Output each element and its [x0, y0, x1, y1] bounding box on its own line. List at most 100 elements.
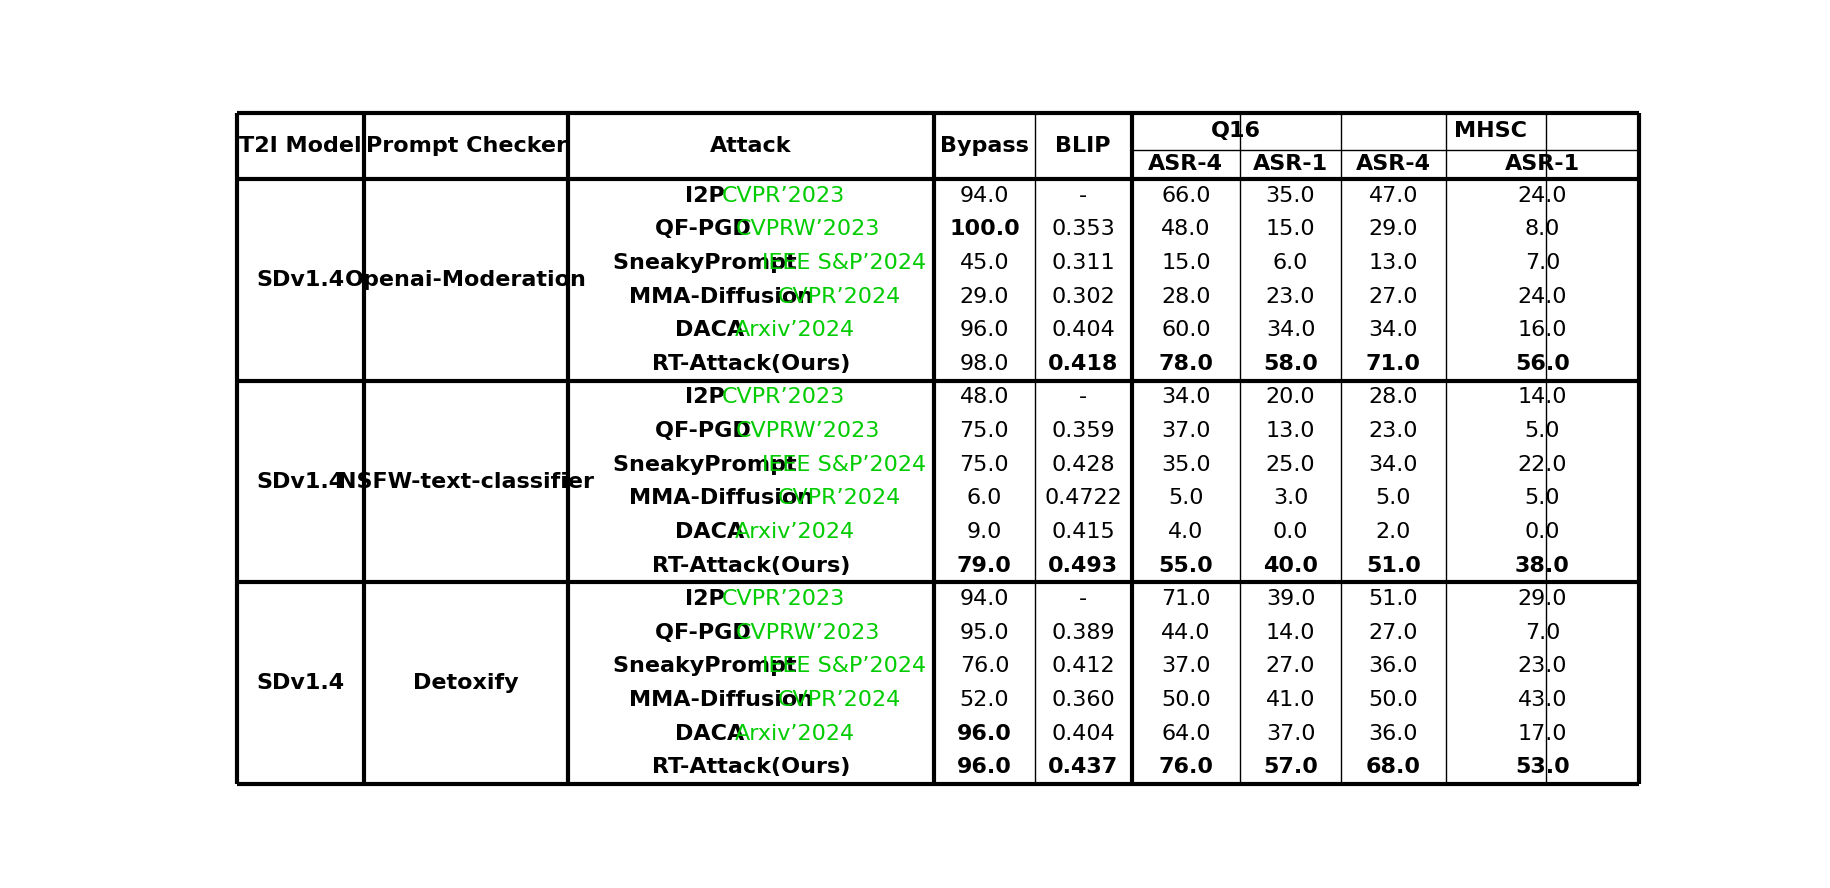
Text: 44.0: 44.0	[1160, 622, 1211, 643]
Text: 29.0: 29.0	[959, 287, 1008, 306]
Text: 3.0: 3.0	[1274, 488, 1308, 508]
Text: 25.0: 25.0	[1266, 455, 1316, 475]
Text: 48.0: 48.0	[959, 387, 1008, 408]
Text: 0.412: 0.412	[1052, 656, 1114, 677]
Text: 35.0: 35.0	[1266, 186, 1316, 206]
Text: CVPRW’2023: CVPRW’2023	[736, 421, 880, 441]
Text: Arxiv’2024: Arxiv’2024	[734, 321, 855, 340]
Text: 51.0: 51.0	[1365, 556, 1420, 575]
Text: 76.0: 76.0	[959, 656, 1008, 677]
Text: SneakyPrompt: SneakyPrompt	[613, 656, 805, 677]
Text: 6.0: 6.0	[966, 488, 1003, 508]
Text: 0.428: 0.428	[1052, 455, 1114, 475]
Text: ASR-1: ASR-1	[1254, 155, 1329, 174]
Text: 2.0: 2.0	[1376, 522, 1411, 542]
Text: SneakyPrompt: SneakyPrompt	[613, 455, 805, 475]
Text: ASR-1: ASR-1	[1504, 155, 1579, 174]
Text: 0.359: 0.359	[1050, 421, 1114, 441]
Text: 48.0: 48.0	[1160, 219, 1211, 240]
Text: 98.0: 98.0	[959, 354, 1008, 374]
Text: MMA-Diffusion: MMA-Diffusion	[630, 287, 822, 306]
Text: 23.0: 23.0	[1266, 287, 1316, 306]
Text: 0.302: 0.302	[1050, 287, 1114, 306]
Text: 29.0: 29.0	[1369, 219, 1418, 240]
Text: CVPR’2024: CVPR’2024	[778, 488, 900, 508]
Text: 24.0: 24.0	[1517, 287, 1566, 306]
Text: 0.404: 0.404	[1050, 724, 1114, 744]
Text: 95.0: 95.0	[959, 622, 1008, 643]
Text: -: -	[1080, 387, 1087, 408]
Text: ASR-4: ASR-4	[1356, 155, 1431, 174]
Text: SDv1.4: SDv1.4	[256, 472, 344, 492]
Text: 27.0: 27.0	[1369, 622, 1418, 643]
Text: 57.0: 57.0	[1263, 757, 1318, 777]
Text: 0.0: 0.0	[1524, 522, 1561, 542]
Text: 0.415: 0.415	[1050, 522, 1114, 542]
Text: 96.0: 96.0	[957, 757, 1012, 777]
Text: CVPR’2023: CVPR’2023	[721, 186, 845, 206]
Text: -: -	[1080, 590, 1087, 609]
Text: 36.0: 36.0	[1369, 724, 1418, 744]
Text: 14.0: 14.0	[1517, 387, 1566, 408]
Text: 24.0: 24.0	[1517, 186, 1566, 206]
Text: 0.418: 0.418	[1049, 354, 1118, 374]
Text: 37.0: 37.0	[1160, 656, 1211, 677]
Text: 0.493: 0.493	[1049, 556, 1118, 575]
Text: SneakyPrompt: SneakyPrompt	[613, 253, 805, 273]
Text: 9.0: 9.0	[966, 522, 1003, 542]
Text: Openai-Moderation: Openai-Moderation	[346, 270, 587, 289]
Text: 51.0: 51.0	[1369, 590, 1418, 609]
Text: 17.0: 17.0	[1517, 724, 1566, 744]
Text: IEEE S&P’2024: IEEE S&P’2024	[761, 656, 926, 677]
Text: Q16: Q16	[1211, 121, 1261, 141]
Text: 55.0: 55.0	[1158, 556, 1213, 575]
Text: 15.0: 15.0	[1266, 219, 1316, 240]
Text: 5.0: 5.0	[1524, 421, 1561, 441]
Text: 23.0: 23.0	[1517, 656, 1566, 677]
Text: T2I Model: T2I Model	[240, 136, 362, 155]
Text: IEEE S&P’2024: IEEE S&P’2024	[761, 253, 926, 273]
Text: CVPRW’2023: CVPRW’2023	[736, 622, 880, 643]
Text: 94.0: 94.0	[959, 186, 1008, 206]
Text: Attack: Attack	[710, 136, 792, 155]
Text: Bypass: Bypass	[941, 136, 1028, 155]
Text: BLIP: BLIP	[1056, 136, 1111, 155]
Text: 0.4722: 0.4722	[1045, 488, 1122, 508]
Text: ASR-4: ASR-4	[1149, 155, 1224, 174]
Text: 0.389: 0.389	[1052, 622, 1114, 643]
Text: Arxiv’2024: Arxiv’2024	[734, 724, 855, 744]
Text: MMA-Diffusion: MMA-Diffusion	[630, 690, 822, 710]
Text: 28.0: 28.0	[1160, 287, 1211, 306]
Text: I2P: I2P	[684, 387, 732, 408]
Text: 22.0: 22.0	[1517, 455, 1566, 475]
Text: 23.0: 23.0	[1369, 421, 1418, 441]
Text: 8.0: 8.0	[1524, 219, 1559, 240]
Text: CVPR’2024: CVPR’2024	[778, 287, 900, 306]
Text: 4.0: 4.0	[1168, 522, 1204, 542]
Text: 96.0: 96.0	[959, 321, 1008, 340]
Text: 75.0: 75.0	[959, 455, 1008, 475]
Text: RT-Attack(Ours): RT-Attack(Ours)	[651, 354, 851, 374]
Text: 34.0: 34.0	[1160, 387, 1211, 408]
Text: 14.0: 14.0	[1266, 622, 1316, 643]
Text: 41.0: 41.0	[1266, 690, 1316, 710]
Text: 64.0: 64.0	[1160, 724, 1211, 744]
Text: IEEE S&P’2024: IEEE S&P’2024	[761, 455, 926, 475]
Text: 34.0: 34.0	[1369, 321, 1418, 340]
Text: 47.0: 47.0	[1369, 186, 1418, 206]
Text: Detoxify: Detoxify	[414, 673, 520, 694]
Text: 38.0: 38.0	[1515, 556, 1570, 575]
Text: 43.0: 43.0	[1517, 690, 1566, 710]
Text: 76.0: 76.0	[1158, 757, 1213, 777]
Text: 0.353: 0.353	[1050, 219, 1114, 240]
Text: 0.0: 0.0	[1272, 522, 1308, 542]
Text: 13.0: 13.0	[1266, 421, 1316, 441]
Text: 71.0: 71.0	[1365, 354, 1420, 374]
Text: 52.0: 52.0	[959, 690, 1008, 710]
Text: -: -	[1080, 186, 1087, 206]
Text: QF-PGD: QF-PGD	[655, 421, 759, 441]
Text: 20.0: 20.0	[1266, 387, 1316, 408]
Text: 75.0: 75.0	[959, 421, 1008, 441]
Text: 79.0: 79.0	[957, 556, 1012, 575]
Text: I2P: I2P	[684, 186, 732, 206]
